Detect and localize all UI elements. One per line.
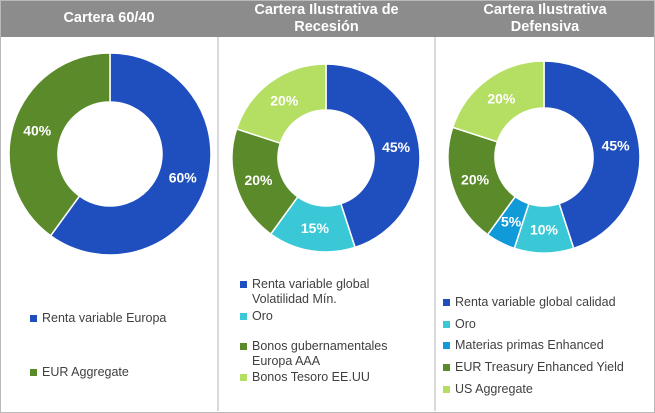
legend-swatch	[443, 299, 450, 306]
slice-data-label: 5%	[501, 214, 522, 230]
legend-swatch	[240, 374, 247, 381]
legend-label: EUR Treasury Enhanced Yield	[455, 360, 624, 374]
slice-data-label: 60%	[169, 170, 198, 186]
slice-data-label: 15%	[301, 220, 330, 236]
donut-slice	[325, 63, 421, 249]
legend-swatch	[240, 281, 247, 288]
legend-label: Renta variable global calidad	[455, 295, 616, 309]
legend-label: Oro	[455, 317, 476, 331]
slice-data-label: 10%	[530, 222, 559, 238]
slice-data-label: 20%	[270, 93, 299, 109]
donut-chart-defensiva: 45% 10% 5% 20% 20%	[447, 60, 641, 254]
donut-slice	[235, 63, 327, 145]
legend-swatch	[443, 342, 450, 349]
donut-slice	[49, 52, 212, 256]
legend-label: EUR Aggregate	[42, 365, 129, 379]
legend-label: US Aggregate	[455, 382, 533, 396]
column-divider-1	[217, 37, 219, 411]
slice-data-label: 20%	[244, 172, 273, 188]
title-line-1: Cartera Ilustrativa	[483, 2, 607, 18]
legend-swatch	[443, 386, 450, 393]
title-line-1: Cartera Ilustrativa de	[254, 2, 399, 18]
legend-label: Materias primas Enhanced	[455, 338, 604, 352]
legend-swatch	[240, 343, 247, 350]
slice-data-label: 20%	[461, 171, 490, 187]
legend-label: Renta variable global	[252, 277, 370, 291]
legend-label: Bonos gubernamentales	[252, 339, 388, 353]
donut-slice	[8, 52, 111, 237]
legend-swatch	[443, 321, 450, 328]
legend-swatch	[30, 369, 37, 376]
slice-data-label: 45%	[602, 138, 631, 154]
slice-data-label: 45%	[382, 139, 411, 155]
legend-label: Oro	[252, 309, 273, 323]
donut-chart-recesion: 45% 15% 20% 20%	[231, 63, 421, 253]
legend-swatch	[30, 315, 37, 322]
title-line-2: Defensiva	[510, 19, 580, 35]
donut-slice	[543, 60, 641, 250]
legend-label-line-2: Europa AAA	[252, 354, 321, 368]
column-divider-2	[434, 37, 436, 411]
slice-data-label: 40%	[23, 122, 52, 138]
chart-title-cartera-60-40: Cartera 60/40	[1, 10, 217, 27]
header-bar: Cartera 60/40 Cartera Ilustrativa de Rec…	[1, 1, 654, 37]
donut-slice	[451, 60, 545, 143]
donut-chart-cartera-60-40: 60% 40%	[8, 52, 212, 256]
title-line-2: Recesión	[294, 19, 359, 35]
chart-title-defensiva: Cartera Ilustrativa Defensiva	[436, 2, 654, 36]
legend-label: Bonos Tesoro EE.UU	[252, 370, 370, 384]
legend-label-line-2: Volatilidad Mín.	[252, 292, 337, 306]
legend-label: Renta variable Europa	[42, 311, 167, 325]
legend-swatch	[443, 364, 450, 371]
chart-title-recesion: Cartera Ilustrativa de Recesión	[218, 2, 435, 36]
title-text: Cartera 60/40	[63, 10, 155, 26]
legend-swatch	[240, 313, 247, 320]
slice-data-label: 20%	[487, 90, 516, 106]
